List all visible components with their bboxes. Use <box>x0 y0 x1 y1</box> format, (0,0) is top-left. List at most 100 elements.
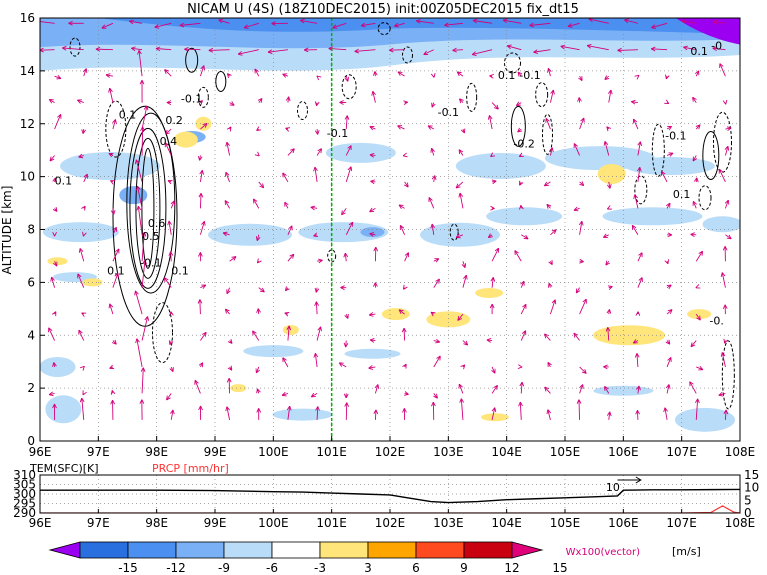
wind-vector <box>694 70 700 77</box>
wind-vector <box>141 105 149 130</box>
wind-vector <box>105 73 114 78</box>
wind-vector <box>225 406 231 420</box>
wind-vector <box>695 398 700 420</box>
shade-patch-10 <box>602 207 703 226</box>
wind-vector <box>345 166 353 183</box>
wind-vector <box>665 339 671 345</box>
wind-vector <box>650 46 668 52</box>
shade-patch-22 <box>119 186 148 205</box>
wind-vector <box>579 298 587 315</box>
x-tick-label: 103E <box>433 445 464 459</box>
wind-vector <box>271 21 288 26</box>
shade-patch-6 <box>208 223 292 246</box>
wind-vector <box>491 247 500 262</box>
wind-vector <box>198 405 203 420</box>
shade-band-purple <box>675 18 740 45</box>
wind-vector <box>546 203 552 209</box>
y-tick-label: 12 <box>20 117 35 131</box>
wind-vector <box>547 67 552 77</box>
wind-vector <box>136 205 143 235</box>
wind-vector <box>169 409 175 420</box>
wind-vector <box>402 152 408 158</box>
wind-vector <box>256 258 262 264</box>
wind-vector <box>226 126 232 132</box>
wind-vector <box>49 155 55 162</box>
wind-vector <box>444 22 463 28</box>
x-tick-label: 101E <box>316 445 347 459</box>
wind-vector <box>606 411 612 420</box>
wind-vector <box>547 282 553 288</box>
wind-vector <box>724 199 730 209</box>
wind-vector <box>404 252 410 262</box>
wind-vector <box>140 367 146 394</box>
wind-vector <box>310 392 318 398</box>
shade-patch-y2 <box>597 163 626 184</box>
shade-patch-y6 <box>381 308 410 321</box>
wind-vector <box>256 308 261 315</box>
wind-vector <box>515 101 522 106</box>
wind-vector <box>637 252 643 262</box>
contour-dashed-4 <box>542 113 553 155</box>
wind-vector <box>664 99 670 105</box>
sub-x-tick-label: 98E <box>145 516 168 530</box>
wind-vector <box>636 385 641 394</box>
wind-vector <box>170 200 176 209</box>
wind-vector <box>573 143 580 156</box>
wind-vector <box>79 397 85 420</box>
contour-dashed-11 <box>327 249 337 263</box>
shade-patch-0 <box>60 152 160 181</box>
x-tick-label: 106E <box>608 445 639 459</box>
wind-vector <box>198 252 203 262</box>
wind-vector <box>632 339 639 344</box>
wind-vector <box>225 141 231 156</box>
wind-vector <box>141 259 147 288</box>
wind-vector <box>255 366 260 374</box>
wind-vector <box>517 364 523 369</box>
x-tick-label: 97E <box>87 445 110 459</box>
contour-dashed-14 <box>504 52 521 74</box>
colorbar-box <box>463 541 513 559</box>
wind-vector <box>134 159 143 183</box>
wind-vector <box>692 155 698 162</box>
wind-vector <box>155 46 172 52</box>
sub-x-tick-label: 108E <box>725 516 756 530</box>
wind-vector <box>48 391 55 397</box>
contour-label: 0.4 <box>160 135 178 148</box>
wind-vector <box>397 71 405 77</box>
wind-vector <box>197 299 203 315</box>
shade-patch-16 <box>45 395 82 424</box>
wind-vector <box>316 75 322 81</box>
wind-vector <box>108 152 114 158</box>
contour-dashed-17 <box>69 37 81 57</box>
wind-vector <box>81 128 86 134</box>
wind-vector <box>666 202 671 209</box>
colorbar-arrow-right <box>511 541 544 559</box>
contour-dashed-0 <box>105 100 127 158</box>
wind-vector <box>164 128 172 135</box>
wind-vector <box>282 357 289 368</box>
wind-vector <box>141 316 150 341</box>
wind-vector <box>253 198 260 209</box>
wind-vector <box>695 284 701 289</box>
wind-vector <box>472 18 493 24</box>
wind-vector <box>373 409 379 420</box>
wind-vector <box>663 407 668 420</box>
wind-vector <box>560 44 580 51</box>
wind-vector <box>545 117 551 130</box>
wind-vector <box>518 401 523 420</box>
wind-vector <box>502 18 522 24</box>
wind-vector <box>549 299 557 315</box>
wind-vector <box>317 258 323 264</box>
wind-vector <box>110 180 115 185</box>
contour-label: -0. <box>709 315 723 328</box>
wind-vector <box>110 208 116 215</box>
contour-label: 0.1 <box>107 264 125 277</box>
wind-vector <box>394 22 405 28</box>
wind-vector <box>433 393 438 399</box>
wind-vector <box>490 152 496 158</box>
x-tick-label: 98E <box>145 445 168 459</box>
contour-dashed-13 <box>197 86 209 108</box>
wind-vector <box>256 388 261 394</box>
y-tick-label: 14 <box>20 64 35 78</box>
